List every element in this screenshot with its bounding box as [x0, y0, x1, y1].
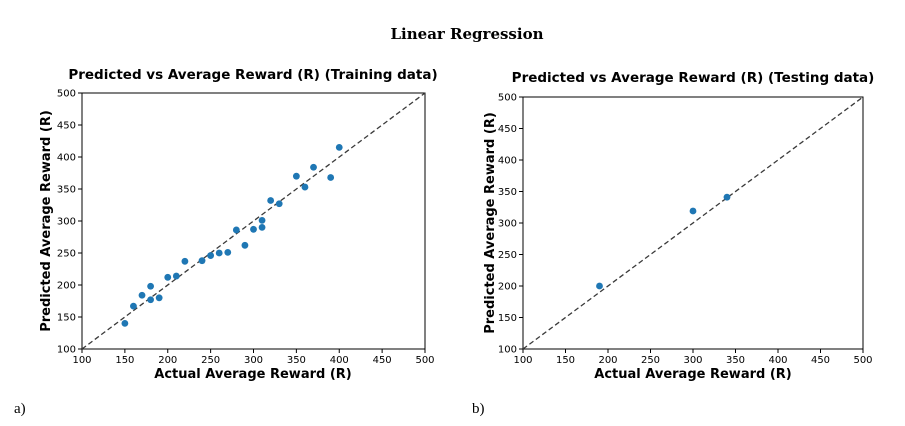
- x-tick-label: 200: [598, 355, 617, 366]
- x-tick-label: 500: [853, 355, 872, 366]
- data-point: [327, 174, 335, 181]
- x-tick-label: 300: [683, 355, 702, 366]
- data-point: [301, 183, 309, 191]
- y-tick-label: 150: [57, 313, 76, 324]
- data-point: [258, 216, 266, 224]
- reference-line-group: [81, 92, 426, 350]
- chart-title: Predicted vs Average Reward (R) (Testing…: [512, 70, 875, 86]
- panel-label-b: b): [472, 401, 485, 417]
- data-point: [723, 193, 731, 201]
- data-point: [689, 207, 697, 215]
- data-point: [147, 282, 155, 290]
- x-tick-label: 350: [726, 355, 745, 366]
- data-point: [232, 226, 240, 234]
- y-tick-label: 150: [498, 313, 517, 324]
- data-point: [138, 291, 146, 299]
- data-point: [310, 163, 317, 171]
- data-point: [292, 172, 300, 180]
- data-point: [250, 225, 257, 233]
- tick-group: 100 150 200 250 300 350 400 450 500 100 150 200 250 3…: [498, 93, 873, 367]
- points-group: [121, 144, 343, 327]
- x-tick-label: 400: [330, 355, 349, 366]
- x-tick-label: 150: [115, 355, 134, 366]
- data-point: [275, 200, 283, 208]
- tick-group: 100 150 200 250 300 350 400 450 500 100 150 200 250 3…: [57, 89, 435, 367]
- x-tick-label: 100: [72, 355, 91, 366]
- y-tick-label: 400: [57, 153, 76, 164]
- x-tick-label: 300: [244, 355, 263, 366]
- x-tick-label: 500: [415, 355, 434, 366]
- x-tick-label: 350: [287, 355, 306, 366]
- reference-line: [81, 92, 426, 350]
- x-tick-label: 200: [158, 355, 177, 366]
- x-axis-label: Actual Average Reward (R): [594, 367, 791, 382]
- y-tick-label: 500: [498, 93, 517, 104]
- page-title: Linear Regression: [391, 25, 544, 43]
- x-tick-label: 450: [373, 355, 392, 366]
- y-axis-label: Predicted Average Reward (R): [483, 112, 498, 334]
- y-tick-label: 200: [57, 281, 76, 292]
- y-tick-label: 250: [498, 250, 517, 261]
- data-point: [267, 197, 275, 204]
- y-tick-label: 400: [498, 156, 517, 167]
- data-point: [596, 282, 603, 290]
- points-group: [596, 193, 731, 290]
- data-point: [224, 248, 232, 256]
- y-tick-label: 350: [498, 187, 517, 198]
- chart-title: Predicted vs Average Reward (R) (Trainin…: [68, 67, 437, 83]
- y-tick-label: 450: [498, 124, 517, 135]
- data-point: [164, 273, 172, 281]
- x-tick-label: 400: [768, 355, 787, 366]
- reference-line-group: [522, 96, 864, 350]
- y-tick-label: 350: [57, 185, 76, 196]
- y-tick-label: 100: [57, 345, 76, 356]
- x-tick-label: 150: [556, 355, 575, 366]
- x-tick-label: 250: [641, 355, 660, 366]
- data-point: [121, 320, 129, 327]
- reference-line: [522, 96, 864, 350]
- x-tick-label: 100: [513, 355, 532, 366]
- testing-scatter-chart: Predicted vs Average Reward (R) (Testing…: [483, 70, 874, 382]
- x-tick-label: 450: [811, 355, 830, 366]
- data-point: [130, 302, 137, 310]
- y-tick-label: 250: [57, 249, 76, 260]
- y-tick-label: 450: [57, 121, 76, 132]
- data-point: [181, 257, 189, 265]
- data-point: [258, 224, 266, 231]
- y-tick-label: 200: [498, 282, 517, 293]
- data-point: [147, 296, 155, 304]
- y-tick-label: 100: [498, 345, 517, 356]
- data-point: [335, 144, 343, 151]
- y-tick-label: 300: [498, 219, 517, 230]
- data-point: [155, 294, 163, 302]
- y-axis-label: Predicted Average Reward (R): [39, 110, 54, 332]
- data-point: [215, 249, 223, 257]
- x-tick-label: 250: [201, 355, 220, 366]
- panel-label-a: a): [14, 401, 26, 417]
- training-scatter-chart: Predicted vs Average Reward (R) (Trainin…: [39, 67, 438, 382]
- y-tick-label: 500: [57, 89, 76, 100]
- data-point: [172, 272, 180, 280]
- y-tick-label: 300: [57, 217, 76, 228]
- data-point: [198, 257, 206, 265]
- data-point: [207, 252, 215, 259]
- x-axis-label: Actual Average Reward (R): [154, 367, 351, 382]
- data-point: [241, 241, 249, 249]
